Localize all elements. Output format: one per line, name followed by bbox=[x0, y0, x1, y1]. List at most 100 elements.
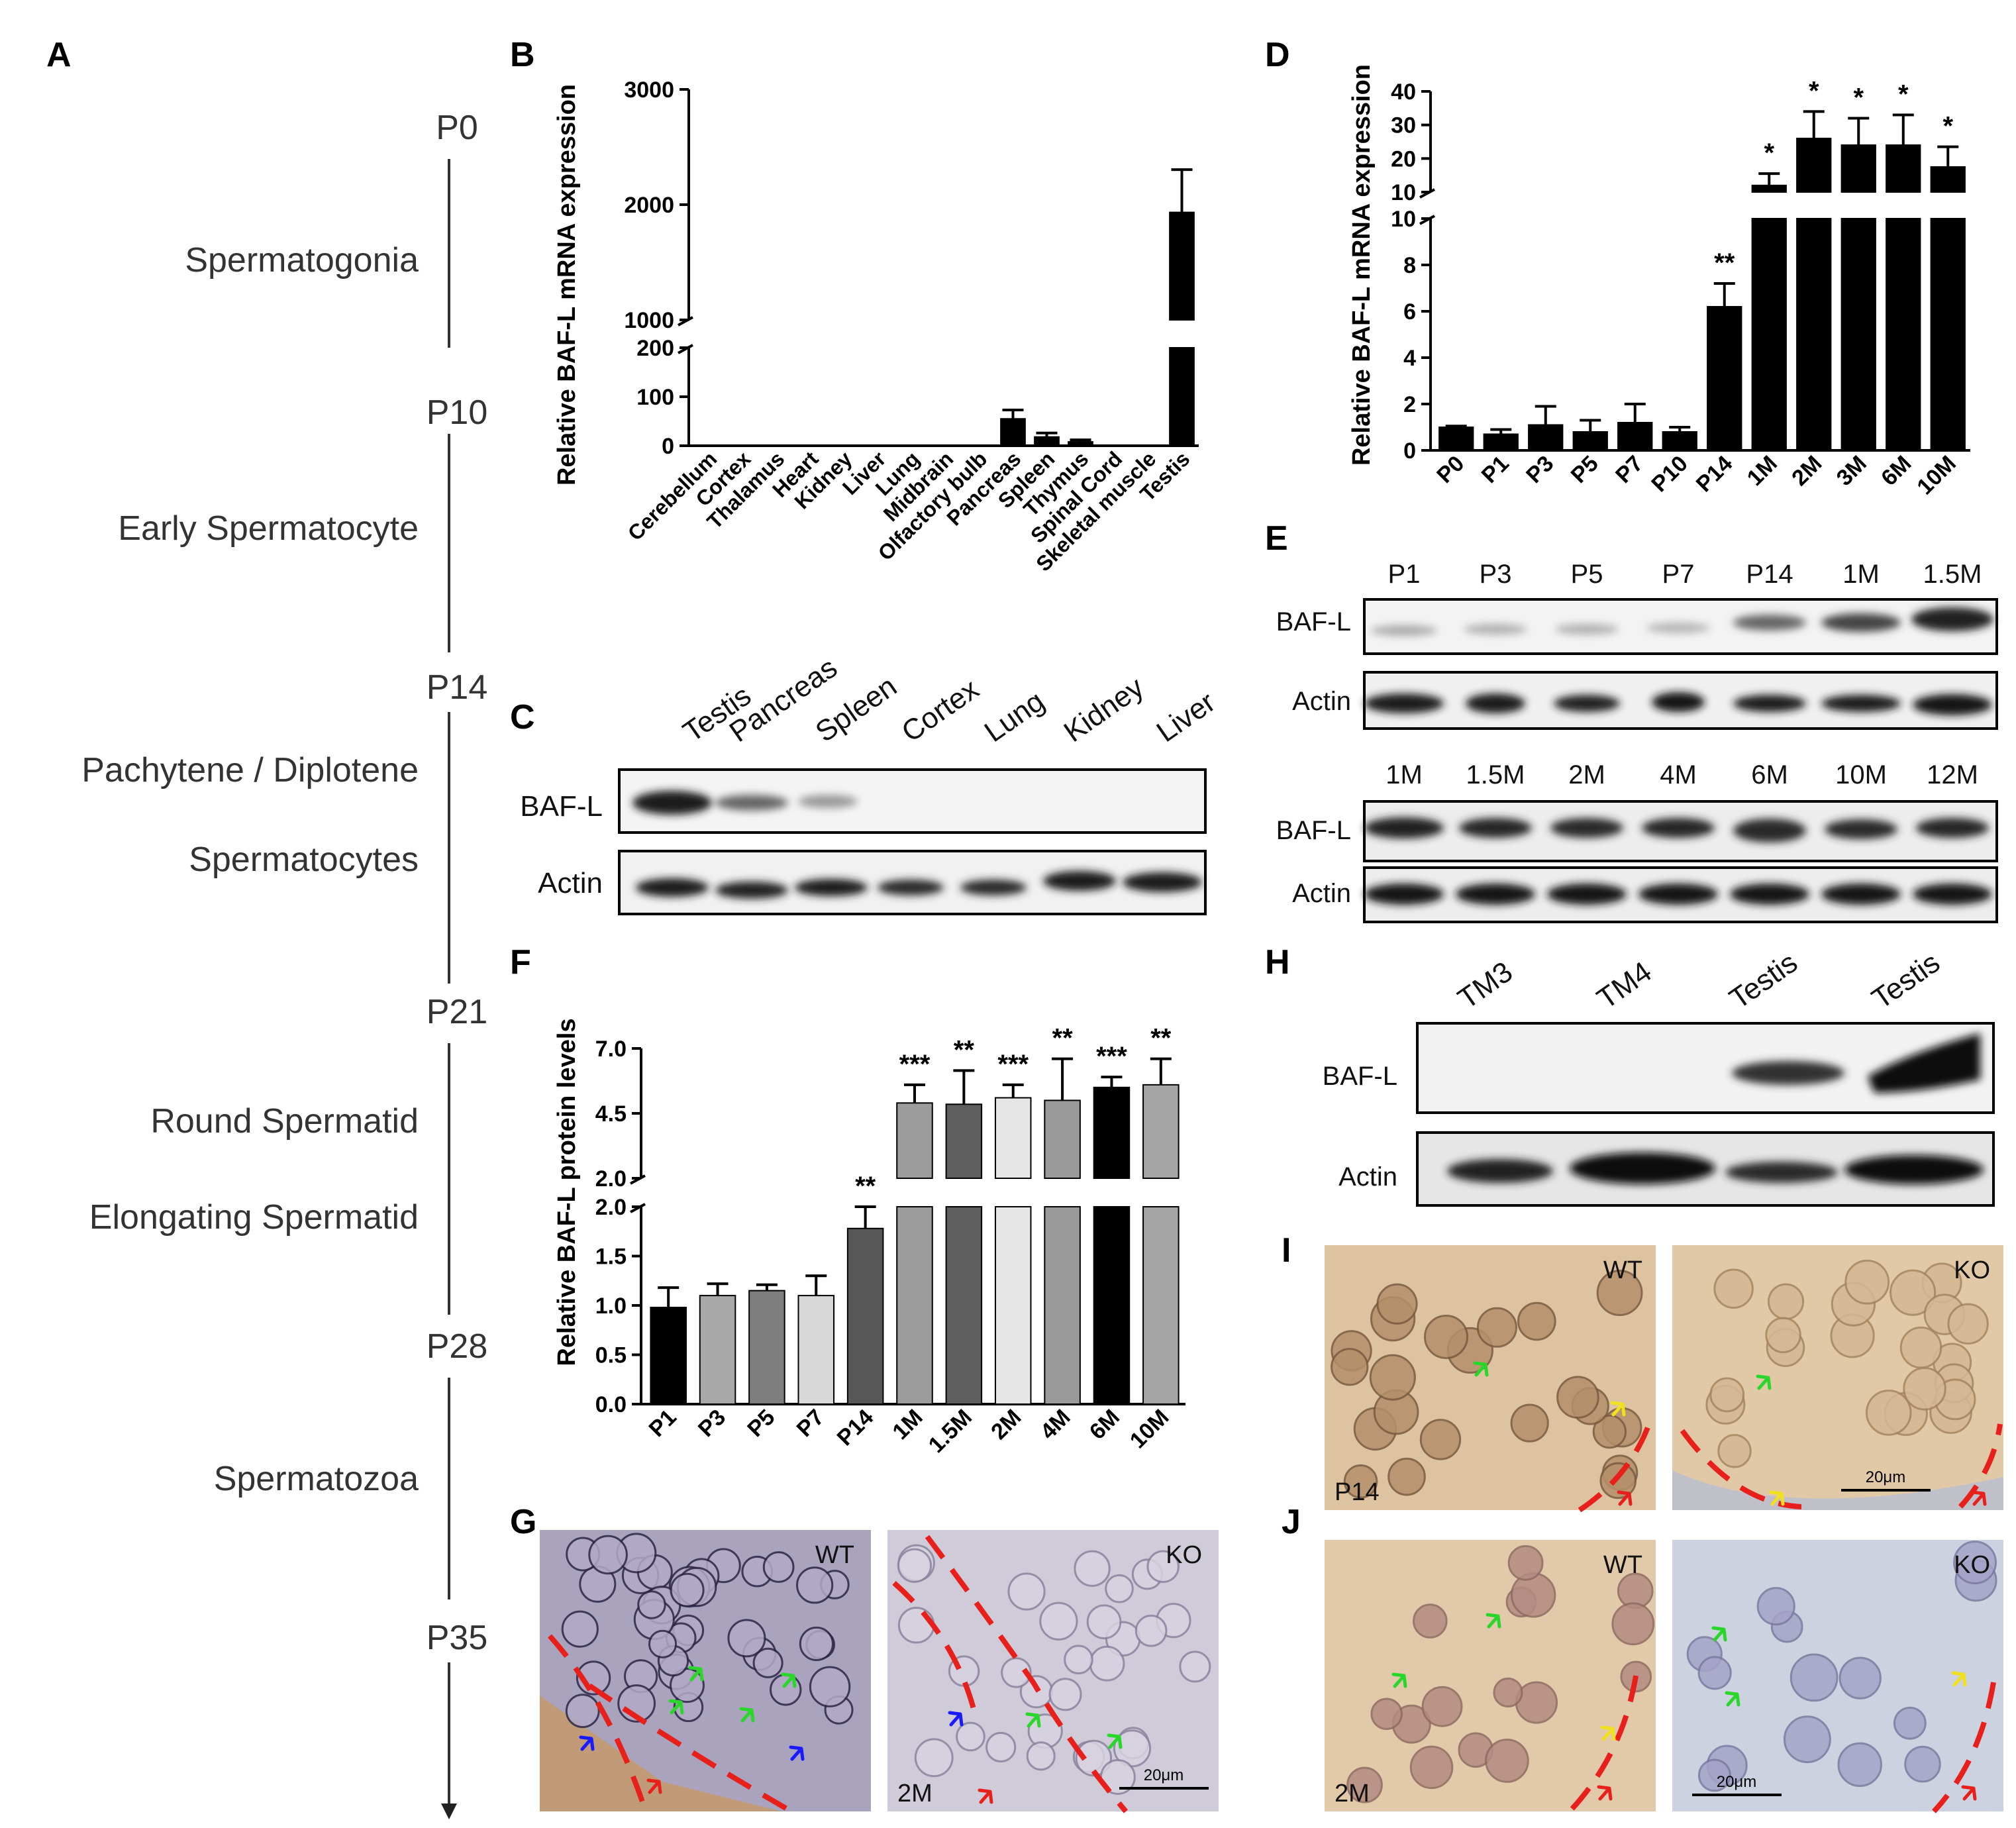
blot-c-bands bbox=[632, 791, 1202, 899]
bar bbox=[831, 444, 857, 447]
blot-c-lane-cortex: Cortex bbox=[896, 673, 985, 748]
y-tick-label: 8 bbox=[1403, 253, 1416, 278]
cell-nucleus bbox=[1765, 1317, 1801, 1354]
blot-h-row-actin: Actin bbox=[1338, 1162, 1397, 1192]
cell-nucleus bbox=[762, 1551, 795, 1583]
pointer-arrow-icon bbox=[739, 1707, 755, 1723]
micrograph-j-ko: KO 20μm bbox=[1672, 1540, 2003, 1813]
cell-nucleus bbox=[1756, 1587, 1795, 1626]
y-tick-label: 20 bbox=[1391, 146, 1416, 172]
bar bbox=[1093, 1206, 1131, 1405]
pointer-arrow-icon bbox=[579, 1735, 595, 1751]
blot-h-lane-tm4: TM4 bbox=[1591, 956, 1658, 1016]
micrograph-j-wt-cells bbox=[1346, 1545, 1655, 1803]
significance-label: * bbox=[1809, 76, 1819, 105]
bar bbox=[1572, 431, 1608, 451]
bar bbox=[1135, 444, 1161, 447]
stage-elongating-spermatid: Elongating Spermatid bbox=[89, 1198, 419, 1237]
micrograph-j-age-tag: 2M bbox=[1335, 1780, 1370, 1807]
y-tick-label: 0 bbox=[1403, 438, 1416, 464]
micrograph-i-scale-label: 20μm bbox=[1866, 1468, 1906, 1486]
panel-f: F Relative BAF-L protein levels 0.0 0.5 1.… bbox=[510, 943, 1185, 1458]
y-tick-label: 1.5 bbox=[595, 1244, 627, 1270]
blot-e-lane: 1.5M bbox=[1923, 560, 1982, 589]
y-tick-label: 40 bbox=[1391, 79, 1416, 105]
micrograph-arrows bbox=[579, 1361, 1987, 1804]
cell-nucleus bbox=[1903, 1367, 1946, 1411]
cell-nucleus bbox=[1026, 1741, 1056, 1771]
timepoint-p10: P10 bbox=[427, 393, 488, 432]
blot-e-bottom-lanes: 1M 1.5M 2M 4M 6M 10M 12M bbox=[1386, 760, 1978, 789]
micrograph-g-ko-cells bbox=[897, 1544, 1211, 1795]
blot-c-lane-kidney: Kidney bbox=[1058, 671, 1150, 748]
panel-a: A P0 P10 P14 P21 P28 P35 Spermatogonia E… bbox=[46, 36, 488, 1819]
bar bbox=[1000, 418, 1026, 446]
blot-e-lane: 6M bbox=[1751, 760, 1788, 789]
panel-j-label: J bbox=[1282, 1503, 1301, 1541]
bar bbox=[865, 444, 891, 447]
y-tick-label: 2.0 bbox=[595, 1166, 627, 1192]
significance-label: ** bbox=[1714, 248, 1735, 278]
blot-e-lane: 1.5M bbox=[1466, 760, 1525, 789]
pointer-arrow-icon bbox=[646, 1778, 662, 1794]
micrograph-i-ko: KO 20μm bbox=[1672, 1245, 2003, 1510]
pointer-arrow-icon bbox=[948, 1711, 964, 1727]
cell-nucleus bbox=[1331, 1348, 1369, 1386]
pointer-arrow-icon bbox=[1473, 1361, 1489, 1377]
y-tick-label: 4 bbox=[1403, 346, 1416, 371]
cell-nucleus bbox=[648, 1629, 678, 1658]
stage-spermatocytes: Spermatocytes bbox=[189, 840, 419, 879]
significance-label: * bbox=[1942, 112, 1953, 141]
blot-e-top-row-actin: Actin bbox=[1292, 687, 1351, 716]
cell-nucleus bbox=[1709, 1377, 1745, 1413]
cell-nucleus bbox=[1376, 1283, 1418, 1325]
y-tick-label: 7.0 bbox=[595, 1037, 627, 1062]
y-tick-label: 10 bbox=[1391, 180, 1416, 205]
micrograph-g-wt: WT bbox=[540, 1530, 871, 1814]
stage-early-spermatocyte: Early Spermatocyte bbox=[118, 509, 419, 548]
bar bbox=[650, 1306, 687, 1405]
y-tick-label: 2 bbox=[1403, 392, 1416, 417]
cell-nucleus bbox=[1048, 1678, 1082, 1711]
cell-nucleus bbox=[1844, 1259, 1890, 1305]
panel-g: G WT KO 2M 20μm bbox=[510, 1503, 1219, 1814]
bar bbox=[1707, 306, 1742, 451]
bar bbox=[699, 1295, 736, 1405]
cell-nucleus bbox=[1089, 1645, 1125, 1682]
bar bbox=[1886, 218, 1921, 451]
bar bbox=[846, 1227, 884, 1405]
stage-spermatogonia: Spermatogonia bbox=[185, 241, 419, 279]
category-label: 10M bbox=[1912, 451, 1961, 500]
panel-c-label: C bbox=[510, 698, 535, 736]
significance-label: * bbox=[1853, 83, 1864, 113]
cell-nucleus bbox=[1510, 1572, 1556, 1618]
y-tick-label: 0.0 bbox=[595, 1392, 627, 1417]
timepoint-p35: P35 bbox=[427, 1619, 488, 1657]
category-label: P3 bbox=[1521, 451, 1558, 488]
cell-nucleus bbox=[1421, 1686, 1463, 1727]
micrograph-i-age-tag: P14 bbox=[1335, 1478, 1380, 1506]
significance-label: ** bbox=[855, 1172, 876, 1201]
micrograph-i-ko-cells bbox=[1705, 1259, 1989, 1468]
cell-nucleus bbox=[1001, 1657, 1032, 1688]
category-label: 6M bbox=[1876, 451, 1916, 491]
bar bbox=[1796, 218, 1832, 451]
cell-nucleus bbox=[1839, 1656, 1882, 1700]
bar-upper bbox=[945, 1103, 983, 1180]
y-tick-label: 2000 bbox=[624, 193, 674, 218]
cell-nucleus bbox=[1865, 1390, 1912, 1436]
cell-nucleus bbox=[1893, 1706, 1927, 1740]
cell-nucleus bbox=[1476, 1307, 1517, 1348]
bar bbox=[748, 1290, 785, 1405]
significance-label: ** bbox=[1150, 1024, 1172, 1053]
blot-c-row-actin: Actin bbox=[538, 867, 603, 899]
pointer-arrow-icon bbox=[1769, 1490, 1785, 1506]
significance-label: *** bbox=[899, 1050, 931, 1079]
pointer-arrow-icon bbox=[1486, 1613, 1501, 1629]
blot-e-lane: P14 bbox=[1746, 560, 1793, 589]
bar bbox=[1438, 427, 1474, 451]
bar bbox=[730, 444, 756, 447]
blot-e-lane: 12M bbox=[1927, 760, 1978, 789]
panel-i-label: I bbox=[1282, 1231, 1291, 1270]
cell-nucleus bbox=[914, 1738, 954, 1778]
